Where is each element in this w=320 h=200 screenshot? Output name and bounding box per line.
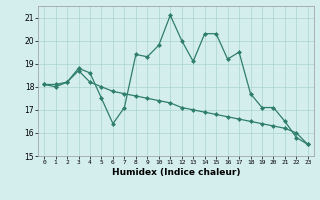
X-axis label: Humidex (Indice chaleur): Humidex (Indice chaleur) — [112, 168, 240, 177]
